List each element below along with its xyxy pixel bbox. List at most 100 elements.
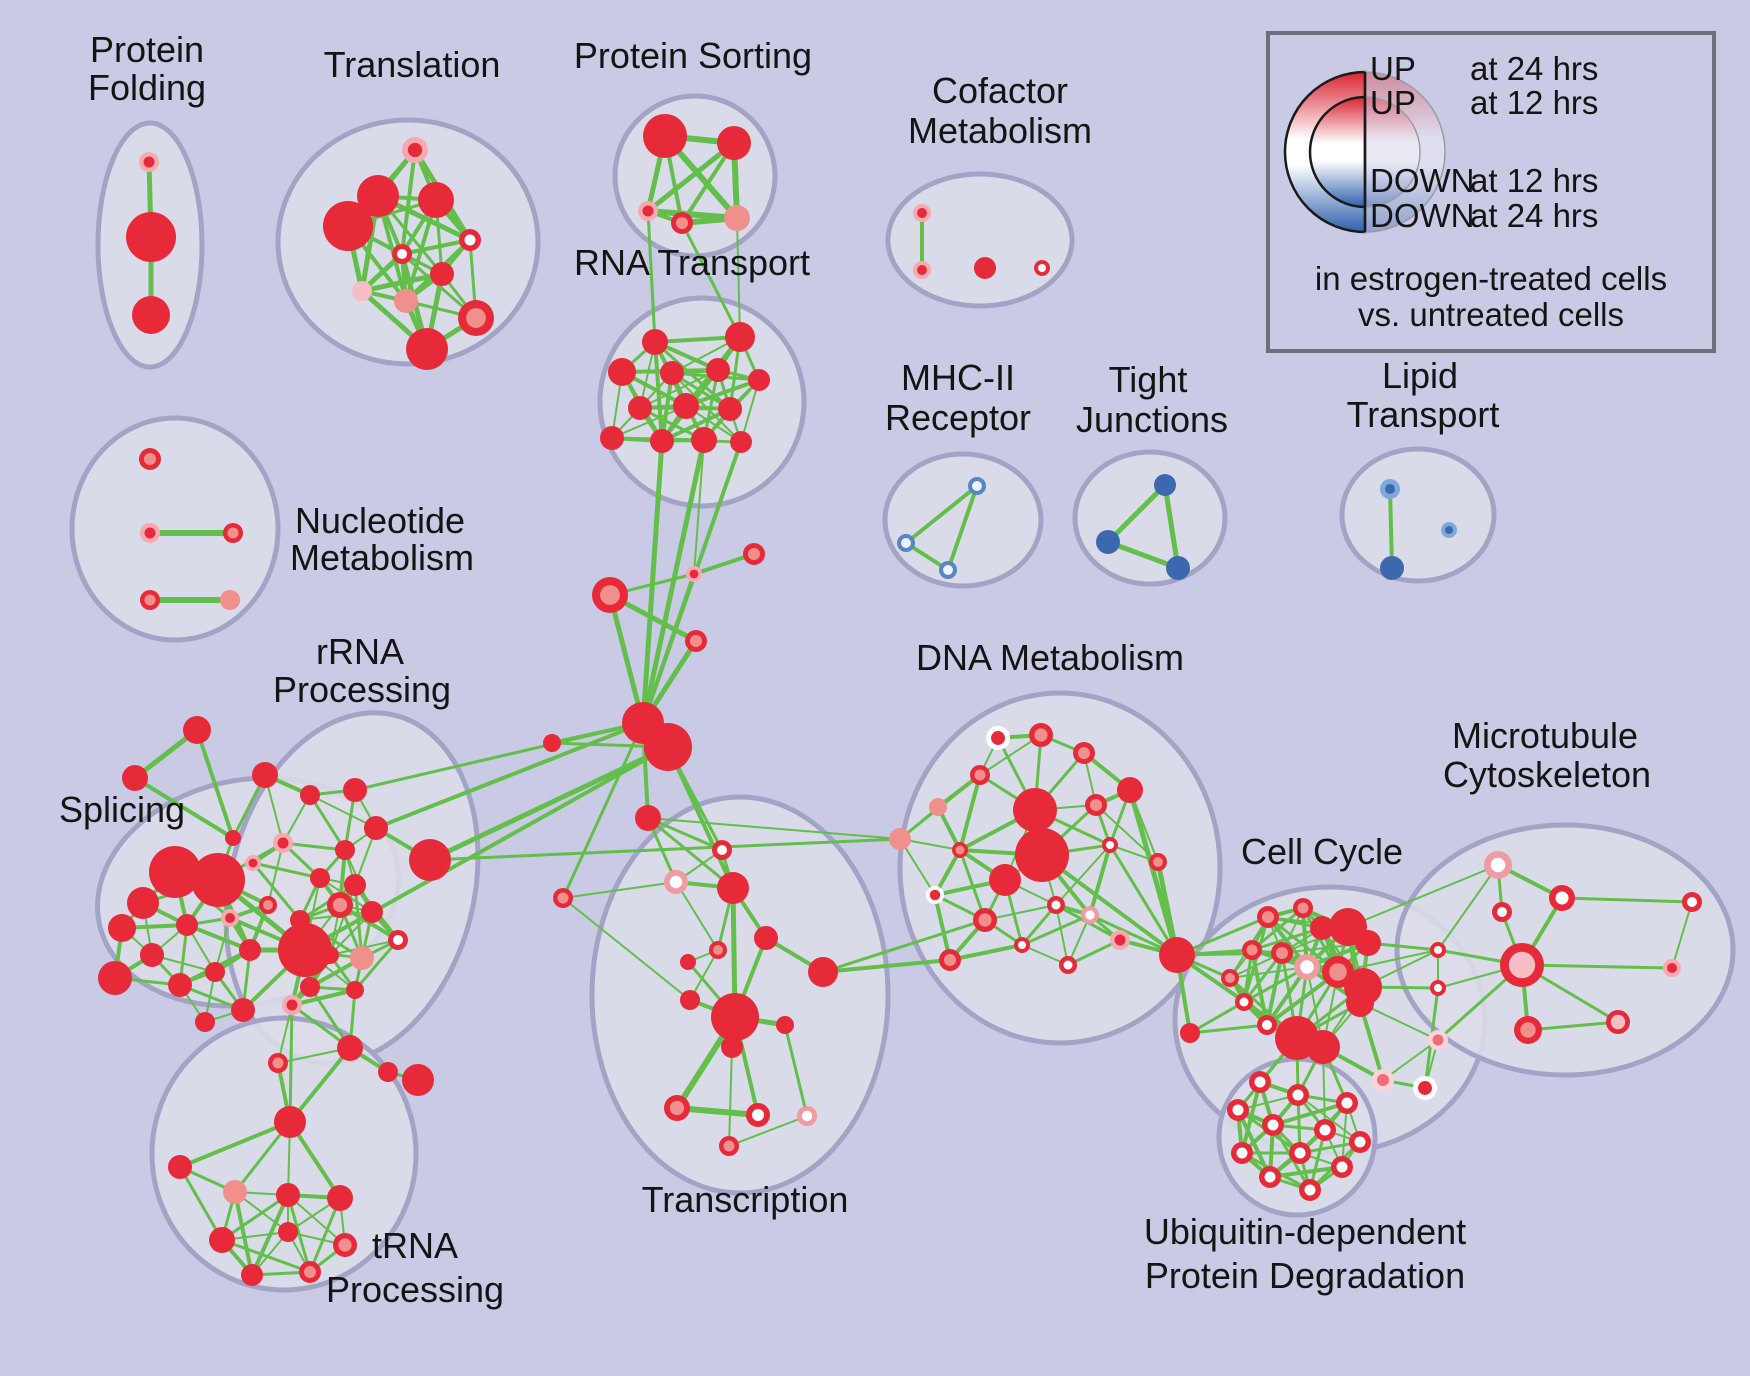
- gene-node-core-nucleotide-3: [144, 594, 156, 606]
- gene-node-core-transcription-2: [669, 875, 683, 889]
- gene-node-protein_folding-1: [126, 212, 176, 262]
- interaction-edge-ubiquitin: [1271, 1101, 1349, 1127]
- gene-node-tight_junctions-1: [1096, 530, 1120, 554]
- gene-node-core-nucleotide-1: [144, 527, 156, 539]
- gene-node-trna-2: [223, 1180, 247, 1204]
- interaction-edge-translation: [400, 238, 472, 256]
- gene-node-core-trna-6: [338, 1238, 352, 1252]
- interaction-edge-rna_transport: [639, 369, 719, 409]
- gene-node-core-rrna-21: [272, 1057, 284, 1069]
- gene-node-core-rrna-4: [248, 858, 258, 868]
- gene-node-core-transcription-15: [801, 1110, 813, 1122]
- gene-node-trna-3: [276, 1183, 300, 1207]
- gene-node-core-rrna-19: [286, 999, 298, 1011]
- gene-node-trna-7: [241, 1264, 263, 1286]
- gene-node-rrna-6: [364, 816, 388, 840]
- gene-node-splicing-2: [127, 887, 159, 919]
- gene-node-transcription-9: [680, 990, 700, 1010]
- interaction-edge-bridge-central-transcription: [561, 721, 645, 900]
- gene-node-translation-2: [418, 182, 454, 218]
- cluster-label-nucleotide-1: Metabolism: [290, 537, 474, 578]
- interaction-edge-bridge-transcription-dna: [821, 958, 952, 974]
- interaction-edge-bridge-rna_transport-central: [640, 438, 665, 726]
- gene-node-rna_transport-0: [642, 329, 668, 355]
- interaction-edge-rna_transport: [660, 407, 732, 443]
- interaction-edge-bridge-rna_transport-central: [693, 439, 705, 575]
- gene-node-tri-0: [183, 716, 211, 744]
- gene-node-core-dna-13: [929, 889, 941, 901]
- gene-node-core-protein_sorting-3: [675, 216, 689, 230]
- gene-node-core-dna-19: [943, 953, 957, 967]
- gene-node-core-dna-15: [1051, 900, 1061, 910]
- interaction-edge-dna: [1067, 914, 1091, 966]
- cluster-label-mhc-1: Receptor: [885, 397, 1031, 438]
- cluster-label-cofactor-1: Metabolism: [908, 110, 1092, 151]
- cluster-label-tight_junctions-1: Junctions: [1076, 399, 1228, 440]
- gene-node-rna_transport-6: [628, 396, 652, 420]
- gene-node-rrna-20: [337, 1035, 363, 1061]
- legend-time-1: at 12 hrs: [1470, 84, 1598, 121]
- gene-node-dna-4: [929, 798, 947, 816]
- gene-node-core-lipid-0: [1385, 484, 1395, 494]
- cluster-label-splicing-0: Splicing: [59, 789, 185, 830]
- gene-node-protein_folding-2: [132, 296, 170, 334]
- interaction-edge-rna_transport: [611, 405, 687, 439]
- interaction-edge-bridge-transcription-dna: [647, 817, 901, 840]
- interaction-edge-bridge-splicing-rrna: [267, 842, 284, 906]
- gene-node-core-rrna-13: [393, 935, 403, 945]
- gene-node-protein_sorting-4: [724, 205, 750, 231]
- gene-node-link-0: [1159, 937, 1195, 973]
- cluster-ellipse-cofactor: [885, 171, 1075, 309]
- gene-node-rna_transport-4: [706, 358, 730, 382]
- gene-node-core-central-0: [689, 569, 699, 579]
- gene-node-transcription-6: [754, 926, 778, 950]
- interaction-edge-mhc: [904, 484, 979, 545]
- interaction-edge-microtubule: [1560, 896, 1694, 904]
- gene-node-core-dna-14: [978, 913, 992, 927]
- interaction-edge-rrna: [329, 884, 356, 956]
- gene-node-rna_transport-7: [673, 393, 699, 419]
- gene-node-core-cell_cycle-11: [1239, 997, 1249, 1007]
- interaction-edge-microtubule: [1437, 864, 1499, 951]
- interaction-edge-cell_cycle: [1250, 948, 1269, 1027]
- cluster-label-transcription-0: Transcription: [642, 1179, 849, 1220]
- gene-node-core-microtubule-3: [1434, 946, 1442, 954]
- interaction-edge-dna: [1020, 913, 1092, 947]
- gene-node-core-microtubule-0: [1490, 857, 1506, 873]
- gene-node-core-microtubule-7: [1610, 1014, 1626, 1030]
- gene-node-rna_transport-10: [650, 429, 674, 453]
- gene-node-central-5: [644, 723, 692, 771]
- interaction-edge-dna: [958, 848, 987, 922]
- cluster-label-microtubule-0: Microtubule: [1452, 715, 1638, 756]
- gene-node-dna-9: [989, 864, 1021, 896]
- gene-node-core-translation-5: [397, 249, 407, 259]
- gene-node-core-cell_cycle-7: [1300, 960, 1314, 974]
- gene-node-tight_junctions-2: [1166, 556, 1190, 580]
- gene-node-translation-1: [357, 175, 399, 217]
- gene-node-rrna-9: [344, 874, 366, 896]
- gene-node-rrna-0: [252, 762, 278, 788]
- gene-node-rna_transport-5: [748, 369, 770, 391]
- interaction-edge-transcription: [562, 881, 677, 899]
- gene-node-trna-5: [209, 1227, 235, 1253]
- gene-node-splicing-3: [108, 914, 136, 942]
- interaction-edge-microtubule: [1526, 1020, 1620, 1032]
- gene-node-translation-8: [394, 289, 418, 313]
- gene-node-rna_transport-12: [730, 431, 752, 453]
- gene-node-rrna-2: [343, 778, 367, 802]
- gene-node-transcription-0: [635, 805, 661, 831]
- gene-node-core-ubiquitin-11: [1304, 1184, 1316, 1196]
- gene-node-core-cofactor-3: [1038, 264, 1046, 272]
- gene-node-translation-10: [406, 328, 448, 370]
- gene-node-core-cofactor-0: [917, 208, 927, 218]
- gene-node-rna_transport-9: [600, 426, 624, 450]
- gene-node-core-ubiquitin-8: [1294, 1147, 1306, 1159]
- gene-node-cell_cycle-10: [1346, 989, 1374, 1017]
- gene-node-tight_junctions-0: [1154, 474, 1176, 496]
- gene-node-core-ubiquitin-7: [1236, 1147, 1248, 1159]
- gene-node-rna_transport-11: [691, 427, 717, 453]
- interaction-edge-bridge-rrna-dna: [428, 837, 902, 862]
- gene-node-core-dna-6: [1089, 798, 1103, 812]
- gene-node-trna-0: [274, 1106, 306, 1138]
